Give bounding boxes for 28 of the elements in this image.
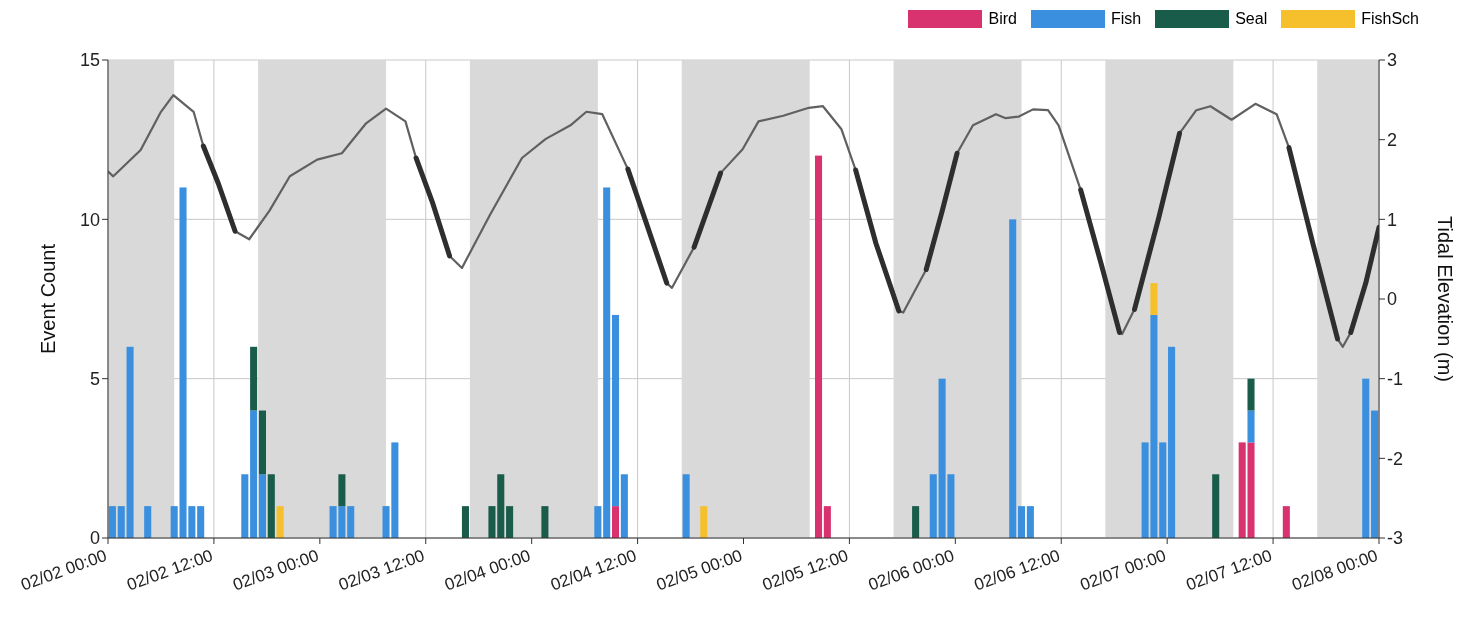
x-tick-label: 02/03 00:00 [230,545,322,595]
x-tick-label: 02/05 12:00 [759,545,851,595]
y2-tick-label: -1 [1387,369,1404,390]
x-tick-label: 02/05 00:00 [653,545,745,595]
y2-tick-label: 0 [1387,289,1398,310]
y2-tick-label: 3 [1387,50,1398,71]
x-tick-label: 02/07 12:00 [1183,545,1275,595]
x-tick-label: 02/02 12:00 [124,545,216,595]
y2-tick-label: 1 [1387,209,1398,230]
x-tick-label: 02/03 12:00 [336,545,428,595]
legend-label: Seal [1235,10,1268,28]
x-tick-label: 02/04 12:00 [548,545,639,595]
legend-label: FishSch [1361,10,1419,28]
x-tick-label: 02/08 00:00 [1289,545,1381,595]
y-axis-title: Event Count [37,243,60,355]
y-tick-label: 5 [89,369,100,390]
x-tick-label: 02/06 00:00 [865,545,957,595]
y2-axis-title: Tidal Elevation (m) [1433,216,1456,382]
y2-tick-label: -2 [1387,448,1404,469]
x-tick-label: 02/04 00:00 [442,545,534,595]
x-tick-label: 02/06 12:00 [971,545,1063,595]
legend-label: Fish [1110,10,1142,28]
legend-label: Bird [988,10,1017,28]
y2-tick-label: -3 [1387,528,1404,549]
y-tick-label: 10 [79,209,100,230]
x-tick-label: 02/07 00:00 [1077,545,1169,595]
y-tick-label: 15 [79,50,100,71]
y2-tick-label: 2 [1387,130,1398,151]
